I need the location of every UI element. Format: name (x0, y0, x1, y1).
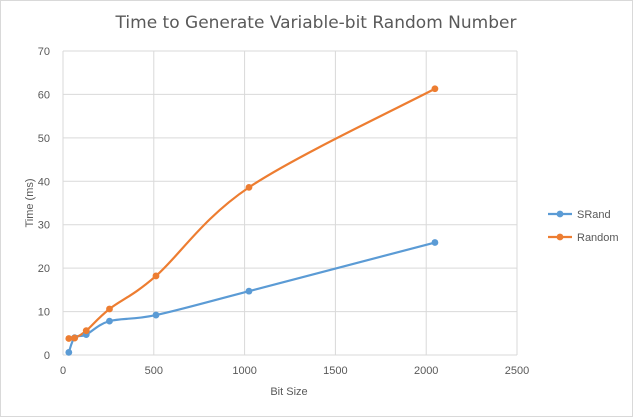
data-point-random (431, 85, 439, 93)
legend-label-srand: SRand (577, 209, 611, 221)
x-tick-label: 2500 (505, 365, 529, 377)
y-axis-label: Time (ms) (24, 178, 36, 227)
data-point-random (106, 305, 113, 313)
data-point-srand (106, 317, 113, 325)
legend: SRand Random (548, 209, 619, 244)
data-point-random (65, 335, 73, 342)
y-tick-label: 60 (38, 89, 50, 101)
x-tick-label: 1000 (232, 365, 256, 377)
data-point-srand (431, 239, 439, 246)
y-tick-label: 30 (38, 220, 50, 232)
x-tick-label: 0 (60, 365, 66, 377)
y-tick-label: 10 (38, 307, 50, 319)
series-points (65, 85, 439, 356)
data-point-srand (152, 311, 160, 319)
y-axis-ticks: 0 10 20 30 40 50 60 70 (38, 46, 50, 362)
legend-marker-random (556, 233, 564, 241)
y-tick-label: 40 (38, 176, 50, 188)
data-point-random (82, 327, 90, 335)
x-tick-label: 1500 (323, 365, 347, 377)
series-lines (67, 87, 437, 354)
data-point-random (245, 183, 253, 191)
x-tick-label: 2000 (414, 365, 438, 377)
y-tick-label: 0 (44, 350, 50, 362)
x-axis-label: Bit Size (270, 386, 307, 398)
y-tick-label: 20 (38, 263, 50, 275)
gridlines (62, 50, 518, 356)
series-line-srand (67, 241, 437, 354)
series-line-random (67, 87, 437, 340)
legend-marker-srand (556, 210, 564, 218)
x-axis-ticks: 0 500 1000 1500 2000 2500 (60, 365, 529, 377)
chart-title: Time to Generate Variable-bit Random Num… (115, 13, 517, 33)
legend-label-random: Random (577, 232, 619, 244)
y-tick-label: 50 (38, 133, 50, 145)
x-tick-label: 500 (145, 365, 163, 377)
data-point-srand (245, 287, 253, 295)
y-tick-label: 70 (38, 46, 50, 58)
data-point-srand (65, 348, 73, 356)
data-point-random (71, 334, 79, 342)
data-point-random (152, 272, 160, 280)
